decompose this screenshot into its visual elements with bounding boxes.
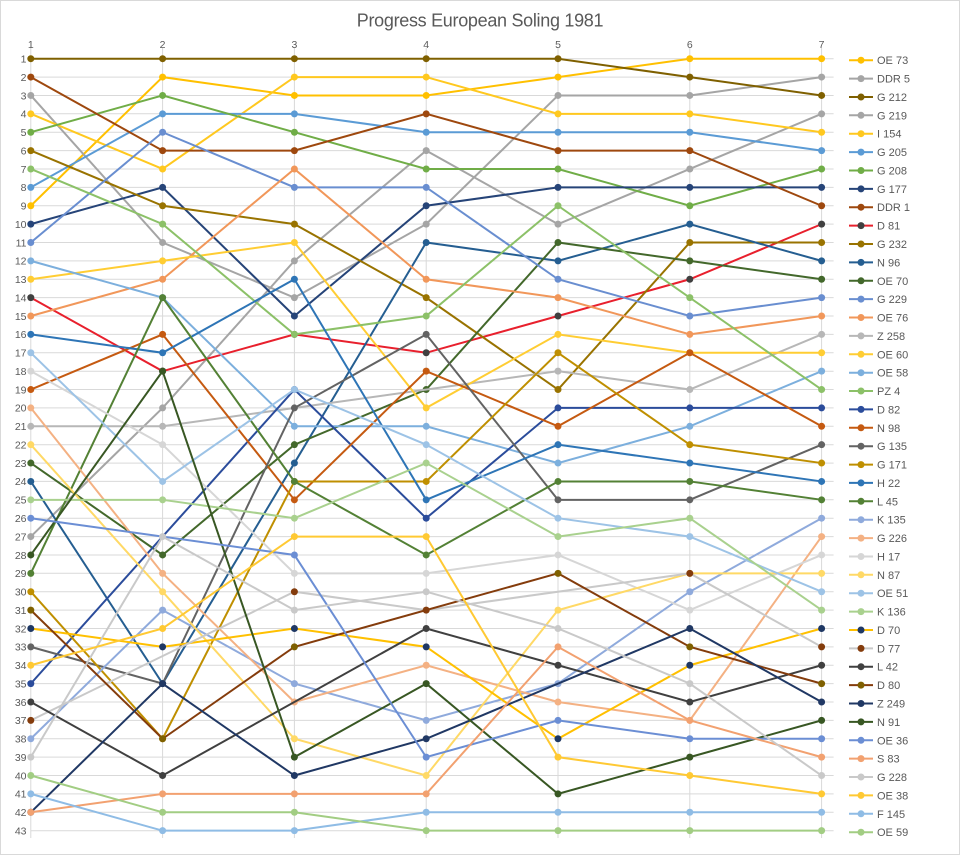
svg-text:G 226: G 226 — [877, 533, 907, 545]
svg-text:24: 24 — [15, 476, 27, 488]
svg-text:40: 40 — [15, 770, 27, 782]
svg-text:5: 5 — [555, 39, 561, 51]
svg-text:17: 17 — [15, 348, 27, 360]
svg-text:31: 31 — [15, 605, 27, 617]
svg-text:10: 10 — [15, 219, 27, 231]
svg-text:7: 7 — [819, 39, 825, 51]
svg-text:H 22: H 22 — [877, 478, 900, 490]
svg-text:F 145: F 145 — [877, 809, 905, 821]
svg-text:G 229: G 229 — [877, 294, 907, 306]
svg-text:G 228: G 228 — [877, 772, 907, 784]
svg-text:4: 4 — [21, 109, 27, 121]
svg-text:OE 70: OE 70 — [877, 276, 908, 288]
svg-text:G 205: G 205 — [877, 147, 907, 159]
svg-text:3: 3 — [21, 90, 27, 102]
svg-text:22: 22 — [15, 440, 27, 452]
svg-text:2: 2 — [160, 39, 166, 51]
svg-text:G 135: G 135 — [877, 441, 907, 453]
svg-text:Z 249: Z 249 — [877, 699, 905, 711]
svg-text:L 45: L 45 — [877, 496, 898, 508]
svg-text:42: 42 — [15, 807, 27, 819]
svg-text:L 42: L 42 — [877, 662, 898, 674]
svg-text:DDR 1: DDR 1 — [877, 202, 910, 214]
svg-text:DDR 5: DDR 5 — [877, 74, 910, 86]
svg-text:G 212: G 212 — [877, 92, 907, 104]
svg-text:S 83: S 83 — [877, 754, 900, 766]
svg-text:K 135: K 135 — [877, 515, 906, 527]
svg-text:5: 5 — [21, 127, 27, 139]
svg-text:32: 32 — [15, 623, 27, 635]
svg-text:18: 18 — [15, 366, 27, 378]
svg-text:3: 3 — [291, 39, 297, 51]
svg-text:OE 36: OE 36 — [877, 735, 908, 747]
svg-text:G 177: G 177 — [877, 184, 907, 196]
svg-text:N 98: N 98 — [877, 423, 900, 435]
svg-text:N 91: N 91 — [877, 717, 900, 729]
svg-text:25: 25 — [15, 495, 27, 507]
svg-text:20: 20 — [15, 403, 27, 415]
svg-text:29: 29 — [15, 568, 27, 580]
svg-text:I 154: I 154 — [877, 129, 901, 141]
svg-text:Progress European Soling 1981: Progress European Soling 1981 — [357, 11, 604, 31]
svg-text:OE 59: OE 59 — [877, 827, 908, 839]
svg-text:D 77: D 77 — [877, 643, 900, 655]
svg-text:39: 39 — [15, 752, 27, 764]
svg-text:Z 258: Z 258 — [877, 331, 905, 343]
svg-text:1: 1 — [21, 54, 27, 66]
svg-text:OE 58: OE 58 — [877, 368, 908, 380]
svg-text:12: 12 — [15, 256, 27, 268]
svg-text:N 96: N 96 — [877, 257, 900, 269]
svg-text:D 80: D 80 — [877, 680, 900, 692]
svg-text:35: 35 — [15, 678, 27, 690]
svg-text:D 70: D 70 — [877, 625, 900, 637]
svg-text:26: 26 — [15, 513, 27, 525]
svg-text:43: 43 — [15, 826, 27, 838]
svg-text:13: 13 — [15, 274, 27, 286]
svg-text:34: 34 — [15, 660, 27, 672]
svg-text:14: 14 — [15, 292, 27, 304]
svg-text:G 219: G 219 — [877, 110, 907, 122]
svg-text:37: 37 — [15, 715, 27, 727]
svg-text:G 171: G 171 — [877, 460, 907, 472]
svg-text:6: 6 — [687, 39, 693, 51]
svg-text:K 136: K 136 — [877, 607, 906, 619]
svg-text:38: 38 — [15, 734, 27, 746]
svg-text:OE 73: OE 73 — [877, 55, 908, 67]
svg-text:OE 51: OE 51 — [877, 588, 908, 600]
svg-text:D 82: D 82 — [877, 404, 900, 416]
svg-text:OE 38: OE 38 — [877, 790, 908, 802]
svg-text:15: 15 — [15, 311, 27, 323]
svg-text:16: 16 — [15, 329, 27, 341]
svg-text:2: 2 — [21, 72, 27, 84]
svg-text:36: 36 — [15, 697, 27, 709]
svg-text:27: 27 — [15, 531, 27, 543]
svg-text:N 87: N 87 — [877, 570, 900, 582]
svg-text:21: 21 — [15, 421, 27, 433]
svg-text:8: 8 — [21, 182, 27, 194]
svg-text:G 232: G 232 — [877, 239, 907, 251]
svg-text:OE 60: OE 60 — [877, 349, 908, 361]
svg-text:OE 76: OE 76 — [877, 313, 908, 325]
svg-text:19: 19 — [15, 384, 27, 396]
svg-text:D 81: D 81 — [877, 221, 900, 233]
svg-text:6: 6 — [21, 145, 27, 157]
svg-text:H 17: H 17 — [877, 552, 900, 564]
svg-text:G 208: G 208 — [877, 166, 907, 178]
svg-text:30: 30 — [15, 587, 27, 599]
svg-text:4: 4 — [423, 39, 429, 51]
svg-text:33: 33 — [15, 642, 27, 654]
svg-text:41: 41 — [15, 789, 27, 801]
svg-text:23: 23 — [15, 458, 27, 470]
svg-text:1: 1 — [28, 39, 34, 51]
svg-text:11: 11 — [16, 237, 27, 249]
svg-text:7: 7 — [21, 164, 27, 176]
svg-text:PZ 4: PZ 4 — [877, 386, 900, 398]
svg-text:28: 28 — [15, 550, 27, 562]
svg-text:9: 9 — [21, 201, 27, 213]
